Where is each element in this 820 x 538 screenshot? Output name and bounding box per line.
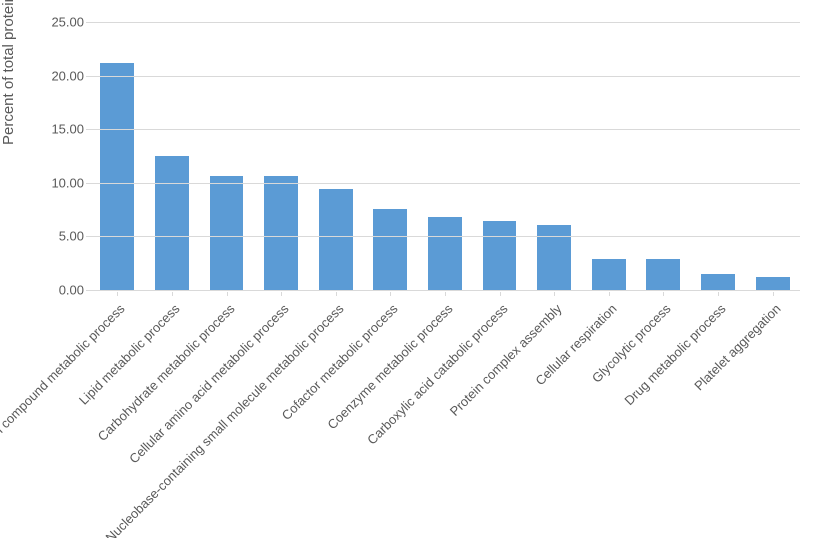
x-tick-mark	[336, 292, 337, 296]
gridline	[90, 290, 800, 291]
gridline	[90, 22, 800, 23]
x-tick-mark	[227, 292, 228, 296]
bar-slot	[581, 22, 636, 290]
x-label-slot: Carboxylic acid catabolic process	[472, 292, 527, 532]
plot-area: 0.005.0010.0015.0020.0025.00	[90, 22, 800, 291]
bar	[210, 176, 244, 290]
y-tick-label: 15.00	[51, 122, 90, 137]
gridline	[90, 129, 800, 130]
gridline	[90, 76, 800, 77]
bar-slot	[199, 22, 254, 290]
bar-slot	[472, 22, 527, 290]
x-label-slot: Glycolytic process	[636, 292, 691, 532]
bar	[483, 221, 517, 290]
bar	[701, 274, 735, 290]
y-tick-label: 25.00	[51, 15, 90, 30]
bar	[646, 259, 680, 290]
bar-slot	[691, 22, 746, 290]
bar	[264, 176, 298, 290]
x-tick-label: Organonitrogen compound metabolic proces…	[0, 301, 128, 498]
bar	[428, 217, 462, 290]
bar-slot	[418, 22, 473, 290]
bar-slot	[308, 22, 363, 290]
bar-slot	[145, 22, 200, 290]
bar	[756, 277, 790, 290]
y-tick-label: 10.00	[51, 175, 90, 190]
x-tick-mark	[117, 292, 118, 296]
bar-chart: Percent of total proteins 0.005.0010.001…	[0, 0, 820, 538]
x-tick-mark	[773, 292, 774, 296]
bar	[373, 209, 407, 290]
x-label-slot: Protein complex assembly	[527, 292, 582, 532]
x-tick-mark	[445, 292, 446, 296]
x-label-slot: Platelet aggregation	[745, 292, 800, 532]
x-tick-mark	[172, 292, 173, 296]
x-tick-mark	[281, 292, 282, 296]
y-axis-title: Percent of total proteins	[0, 0, 17, 145]
y-tick-label: 20.00	[51, 68, 90, 83]
bar-slot	[363, 22, 418, 290]
x-labels-container: Organonitrogen compound metabolic proces…	[90, 292, 800, 532]
bars-container	[90, 22, 800, 290]
x-tick-mark	[500, 292, 501, 296]
x-label-slot: Cellular respiration	[581, 292, 636, 532]
bar-slot	[745, 22, 800, 290]
bar	[319, 189, 353, 290]
gridline	[90, 236, 800, 237]
bar	[100, 63, 134, 290]
bar-slot	[90, 22, 145, 290]
x-label-slot: Drug metabolic process	[691, 292, 746, 532]
bar-slot	[527, 22, 582, 290]
bar	[155, 156, 189, 290]
x-tick-mark	[554, 292, 555, 296]
y-tick-label: 5.00	[59, 229, 90, 244]
x-tick-mark	[390, 292, 391, 296]
x-tick-mark	[609, 292, 610, 296]
gridline	[90, 183, 800, 184]
x-tick-mark	[663, 292, 664, 296]
x-tick-mark	[718, 292, 719, 296]
bar-slot	[636, 22, 691, 290]
bar-slot	[254, 22, 309, 290]
bar	[592, 259, 626, 290]
bar	[537, 225, 571, 290]
y-tick-label: 0.00	[59, 283, 90, 298]
